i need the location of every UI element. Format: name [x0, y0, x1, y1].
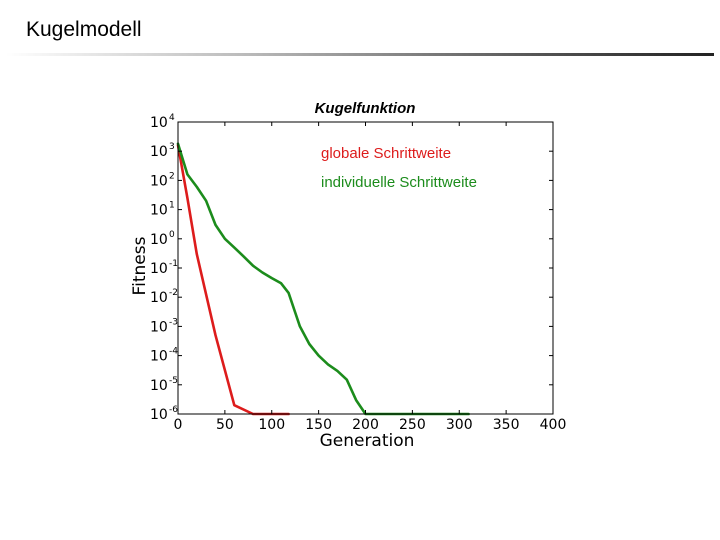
y-tick-label: 10 [150, 261, 168, 277]
x-tick-label: 200 [352, 417, 379, 433]
x-tick-label: 50 [216, 417, 234, 433]
y-tick-label: 10 [150, 319, 168, 335]
y-tick-label: 10 [150, 203, 168, 219]
y-tick-label: 10 [150, 349, 168, 365]
x-tick-label: 350 [493, 417, 520, 433]
y-tick-exponent: 1 [169, 201, 175, 211]
x-tick-label: 0 [174, 417, 183, 433]
plot-area [178, 122, 553, 414]
title-divider [6, 53, 714, 56]
y-tick-exponent: 3 [169, 142, 175, 152]
y-tick-label: 10 [150, 290, 168, 306]
y-axis-label: Fitness [130, 236, 150, 295]
x-tick-label: 100 [258, 417, 285, 433]
legend-entry-2: individuelle Schrittweite [321, 174, 477, 191]
y-tick-label: 10 [150, 173, 168, 189]
y-tick-exponent: -1 [169, 259, 178, 269]
y-tick-exponent: -6 [169, 405, 178, 415]
x-tick-label: 250 [399, 417, 426, 433]
legend: globale Schrittweite individuelle Schritt… [321, 145, 477, 191]
y-tick-label: 10 [150, 378, 168, 394]
y-tick-exponent: -5 [169, 376, 178, 386]
x-axis-ticks: 0 50 100 150 200 250 300 350 400 [174, 122, 567, 433]
legend-entry-1: globale Schrittweite [321, 145, 451, 162]
y-tick-label: 10 [150, 115, 168, 131]
x-axis-label: Generation [320, 431, 415, 451]
x-tick-label: 300 [446, 417, 473, 433]
plot-background [178, 122, 553, 414]
y-tick-exponent: -3 [169, 317, 178, 327]
y-tick-exponent: 4 [169, 113, 175, 123]
y-tick-label: 10 [150, 407, 168, 423]
y-tick-exponent: -4 [169, 347, 178, 357]
x-tick-label: 400 [540, 417, 567, 433]
x-tick-label: 150 [305, 417, 332, 433]
y-tick-label: 10 [150, 144, 168, 160]
y-tick-label: 10 [150, 232, 168, 248]
y-tick-exponent: 2 [169, 171, 175, 181]
y-tick-exponent: -2 [169, 288, 178, 298]
chart-title: Kugelfunktion [315, 100, 416, 117]
y-tick-exponent: 0 [169, 230, 175, 240]
slide-title: Kugelmodell [26, 18, 142, 41]
